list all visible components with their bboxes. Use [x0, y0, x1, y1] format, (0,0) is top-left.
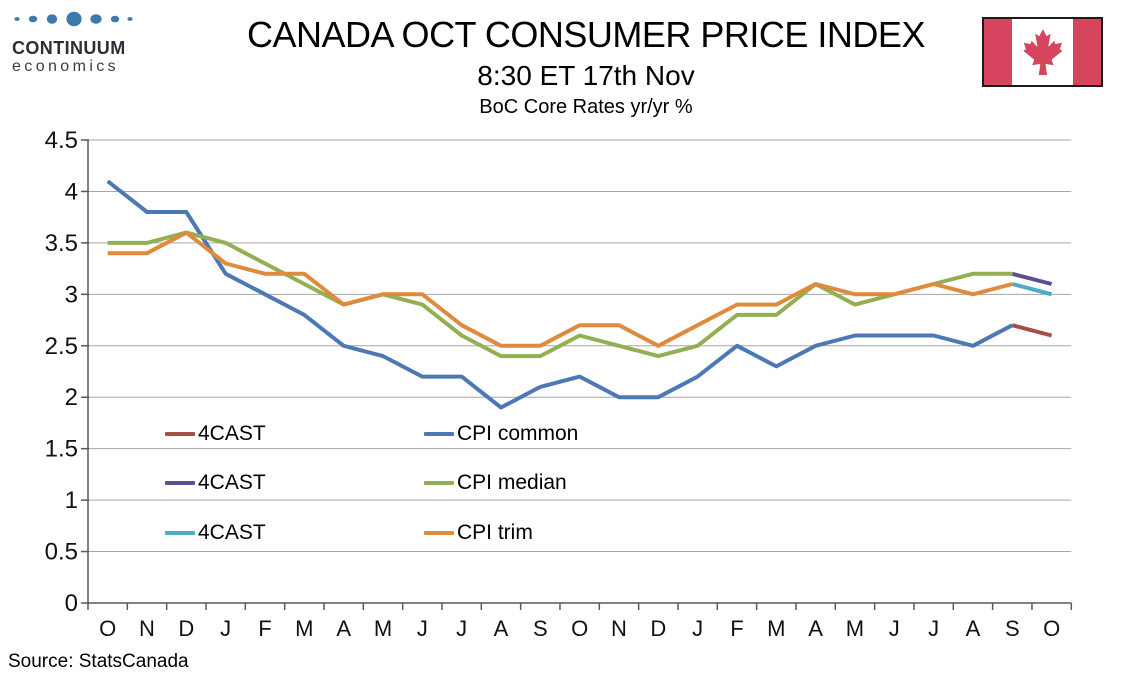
x-axis-label: M [767, 616, 785, 641]
legend-label: CPI median [457, 471, 567, 494]
x-axis-label: F [730, 616, 743, 641]
legend-item-4cast: 4CAST [165, 470, 266, 496]
legend-swatch [165, 531, 195, 535]
x-axis-label: J [692, 616, 703, 641]
legend-label: CPI trim [457, 521, 533, 544]
flag-white-center [1012, 19, 1073, 85]
x-axis-label: A [808, 616, 823, 641]
legend-swatch [424, 531, 454, 535]
x-axis-label: S [1005, 616, 1020, 641]
continuum-economics-logo: CONTINUUM economics [12, 8, 142, 76]
series-line-cpi-trim [107, 230, 1013, 348]
chart-header: CANADA OCT CONSUMER PRICE INDEX 8:30 ET … [152, 12, 1020, 120]
x-axis-label: A [966, 616, 981, 641]
y-axis-label: 3.5 [45, 230, 78, 257]
legend-label: 4CAST [198, 521, 266, 544]
y-axis-label: 2 [65, 384, 78, 411]
y-axis-label: 1 [65, 487, 78, 514]
x-axis-label: N [139, 616, 155, 641]
y-axis-label: 0.5 [45, 539, 78, 566]
y-axis-label: 4 [65, 178, 78, 205]
x-axis-label: J [456, 616, 467, 641]
legend-swatch [424, 432, 454, 436]
legend-item-4cast: 4CAST [165, 421, 266, 447]
series-line-cast-trim [1011, 282, 1053, 297]
legend-item-cpi-common: CPI common [424, 421, 578, 447]
flag-red-bar-left [984, 19, 1013, 85]
chart-subtitle: 8:30 ET 17th Nov [477, 60, 695, 91]
y-axis-label: 4.5 [45, 127, 78, 154]
x-axis-label: J [417, 616, 428, 641]
legend-label: 4CAST [198, 471, 266, 494]
legend-item-cpi-trim: CPI trim [424, 520, 533, 546]
y-axis-label: 2.5 [45, 333, 78, 360]
y-axis-label: 3 [65, 281, 78, 308]
x-axis-label: O [571, 616, 588, 641]
source-note: Source: StatsCanada [8, 651, 189, 672]
x-axis-label: A [494, 616, 509, 641]
logo-tagline: economics [12, 58, 120, 75]
x-axis-label: F [258, 616, 271, 641]
chart-title: CANADA OCT CONSUMER PRICE INDEX [247, 14, 925, 55]
legend-swatch [165, 481, 195, 485]
x-axis-label: J [220, 616, 231, 641]
legend-swatch [424, 481, 454, 485]
series-line-cpi-common [106, 179, 1014, 410]
logo-wordmark: CONTINUUM [12, 38, 126, 58]
x-axis-label: S [533, 616, 548, 641]
x-axis-label: N [611, 616, 627, 641]
x-axis-label: M [846, 616, 864, 641]
y-axis-label: 0 [65, 590, 78, 617]
x-axis-label: O [1043, 616, 1060, 641]
legend-item-cpi-median: CPI median [424, 470, 567, 496]
x-axis-label: D [178, 616, 194, 641]
legend-item-4cast: 4CAST [165, 520, 266, 546]
x-axis-label: O [99, 616, 116, 641]
x-axis-label: A [336, 616, 351, 641]
series-line-cpi-median [107, 230, 1013, 359]
logo-dots-icon [14, 11, 133, 27]
canada-flag [982, 17, 1103, 87]
chart-axis-note: BoC Core Rates yr/yr % [479, 96, 693, 118]
x-axis-label: M [374, 616, 392, 641]
x-axis-label: D [650, 616, 666, 641]
x-axis-label: J [889, 616, 900, 641]
legend-label: 4CAST [198, 422, 266, 445]
x-axis-label: M [295, 616, 313, 641]
series-line-cast-common [1011, 323, 1053, 338]
legend-swatch [165, 432, 195, 436]
x-axis-label: J [928, 616, 939, 641]
flag-red-bar-right [1072, 19, 1101, 85]
maple-leaf-icon [1022, 29, 1063, 75]
y-axis-label: 1.5 [45, 436, 78, 463]
legend-label: CPI common [457, 422, 579, 445]
series-line-cast-median [1011, 271, 1053, 286]
